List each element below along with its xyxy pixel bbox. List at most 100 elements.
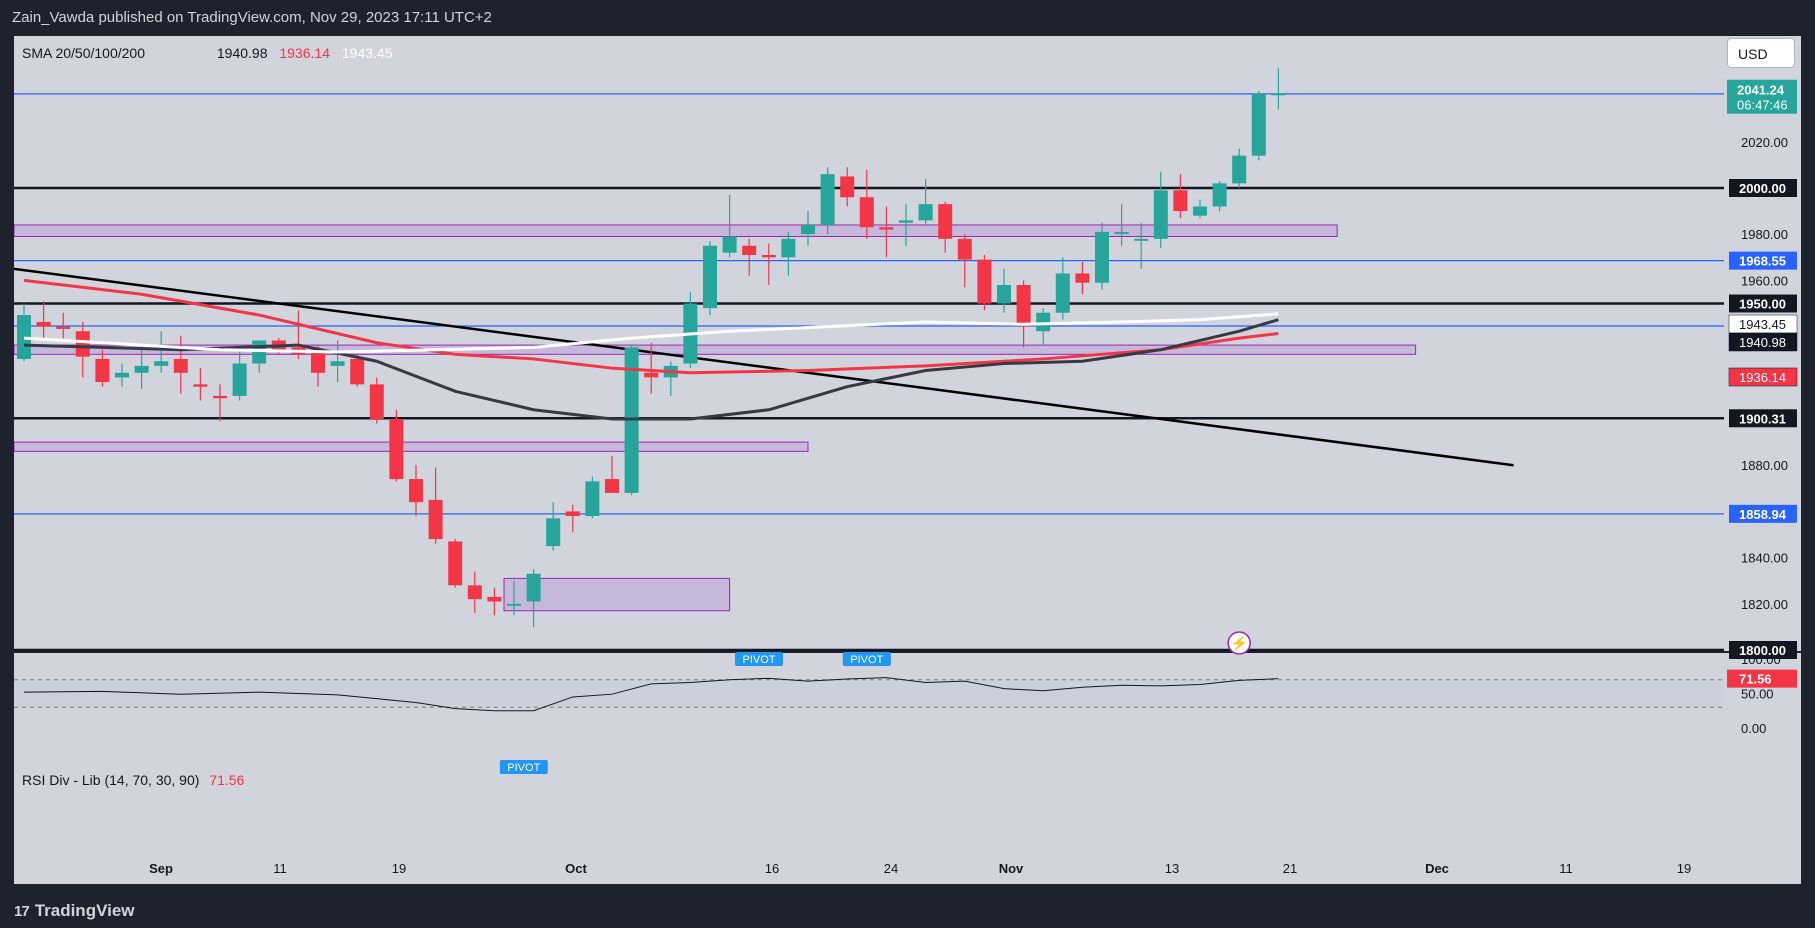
price-tick-label: 1820.00 xyxy=(1741,597,1788,612)
pivot-badge xyxy=(735,652,783,666)
candle-body[interactable] xyxy=(467,585,482,600)
supply-demand-zone xyxy=(14,224,1338,238)
candle-body[interactable] xyxy=(134,365,149,373)
level-price-label-bg xyxy=(1729,641,1797,659)
candle-body[interactable] xyxy=(213,395,227,399)
candle-body[interactable] xyxy=(820,174,835,225)
price-tick-label: 2020.00 xyxy=(1741,135,1788,150)
sma20-line xyxy=(23,312,1279,354)
sma-legend: SMA 20/50/100/200 1940.98 1936.14 1943.4… xyxy=(22,45,401,61)
candle-body[interactable] xyxy=(311,349,325,373)
candle-body[interactable] xyxy=(918,204,933,221)
candle-body[interactable] xyxy=(781,238,796,258)
sma-price-label-bg xyxy=(1728,367,1798,387)
level-price-label-bg xyxy=(1729,294,1797,313)
price-tick-label: 1840.00 xyxy=(1741,551,1788,566)
time-axis-label: 16 xyxy=(765,861,779,876)
rsi-line xyxy=(23,677,1279,712)
alert-icon[interactable] xyxy=(1227,631,1251,655)
candle-body[interactable] xyxy=(742,245,757,255)
rsi-tick-label: 50.00 xyxy=(1741,687,1774,702)
candle-body[interactable] xyxy=(546,518,561,547)
candle-body[interactable] xyxy=(232,363,247,396)
candle-body[interactable] xyxy=(703,245,717,309)
candle-body[interactable] xyxy=(409,479,423,503)
rsi-legend: RSI Div - Lib (14, 70, 30, 90) 71.56 xyxy=(22,772,244,788)
currency-button[interactable]: USD xyxy=(1727,38,1795,68)
candle-body[interactable] xyxy=(859,197,874,228)
level-price-label-bg xyxy=(1729,409,1797,428)
rsi-value-label: 71.56 xyxy=(1739,672,1772,687)
candle-body[interactable] xyxy=(1173,190,1188,212)
candle-body[interactable] xyxy=(1134,238,1149,241)
time-axis-label: 11 xyxy=(1559,861,1573,876)
candle-body[interactable] xyxy=(193,384,208,387)
candle-body[interactable] xyxy=(1036,312,1051,332)
candle-body[interactable] xyxy=(605,479,619,493)
price-tick-label: 1980.00 xyxy=(1741,227,1788,242)
candle-body[interactable] xyxy=(1016,285,1031,327)
candle-body[interactable] xyxy=(1114,231,1129,234)
price-tick-label: 1880.00 xyxy=(1741,458,1788,473)
candle-body[interactable] xyxy=(17,315,31,359)
candle-body[interactable] xyxy=(997,285,1011,304)
candle-body[interactable] xyxy=(585,481,600,517)
rsi-value-label-bg xyxy=(1727,669,1797,688)
candle-body[interactable] xyxy=(899,220,913,223)
candle-body[interactable] xyxy=(565,511,580,517)
tradingview-logo[interactable]: 17 TradingView xyxy=(14,901,135,921)
candle-body[interactable] xyxy=(56,326,71,329)
candle-body[interactable] xyxy=(879,227,894,230)
candle-body[interactable] xyxy=(526,573,541,602)
candle-body[interactable] xyxy=(173,358,188,373)
chart-frame: 2020.00 1980.00 1960.00 1880.00 1840.00 1820.… xyxy=(14,36,1801,884)
candle-body[interactable] xyxy=(75,331,90,357)
candle-body[interactable] xyxy=(487,596,502,602)
candle-body[interactable] xyxy=(1232,155,1247,184)
level-price-label: 1800.00 xyxy=(1739,643,1786,658)
candle-body[interactable] xyxy=(350,358,365,385)
candle-body[interactable] xyxy=(1251,93,1266,156)
sma-price-label: 1943.45 xyxy=(1739,317,1786,332)
candle-body[interactable] xyxy=(36,321,51,327)
candle-body[interactable] xyxy=(1153,190,1168,239)
candle-body[interactable] xyxy=(977,259,992,304)
candle-body[interactable] xyxy=(801,224,815,235)
candle-body[interactable] xyxy=(644,372,659,378)
sma-price-label: 1940.98 xyxy=(1739,335,1786,350)
candle-body[interactable] xyxy=(330,361,345,366)
pivot-label: PIVOT xyxy=(507,762,540,774)
candle-body[interactable] xyxy=(1075,273,1090,283)
candle-body[interactable] xyxy=(761,254,776,258)
candle-body[interactable] xyxy=(154,361,169,366)
candle-body[interactable] xyxy=(389,419,404,480)
candle-body[interactable] xyxy=(369,384,384,419)
time-axis-label: 24 xyxy=(884,861,898,876)
rsi-band xyxy=(14,679,1724,708)
candle-body[interactable] xyxy=(115,372,129,378)
candle-body[interactable] xyxy=(1055,273,1070,313)
candle-body[interactable] xyxy=(1095,231,1109,283)
sma-price-label: 1936.14 xyxy=(1739,370,1786,385)
supply-demand-zone xyxy=(14,441,809,452)
candle-body[interactable] xyxy=(428,499,443,540)
candle-body[interactable] xyxy=(722,236,737,253)
trendline xyxy=(14,267,1514,467)
time-axis-label: 21 xyxy=(1283,861,1297,876)
candle-body[interactable] xyxy=(507,603,521,606)
candle-body[interactable] xyxy=(95,358,110,383)
level-price-label: 1900.31 xyxy=(1739,411,1786,426)
candle-body[interactable] xyxy=(1193,206,1207,216)
candle-body[interactable] xyxy=(1271,93,1286,96)
candle-body[interactable] xyxy=(448,541,463,586)
level-price-label-bg xyxy=(1729,179,1797,197)
tradingview-logo-icon: 17 xyxy=(14,902,30,920)
candle-body[interactable] xyxy=(938,204,953,239)
candle-body[interactable] xyxy=(840,176,855,198)
level-price-label: 1968.55 xyxy=(1739,254,1786,269)
rsi-tick-label: 0.00 xyxy=(1741,721,1766,736)
candlestick-chart[interactable]: 2020.00 1980.00 1960.00 1880.00 1840.00 1820.… xyxy=(14,36,1801,884)
candle-body[interactable] xyxy=(957,238,972,260)
level-price-label-bg xyxy=(1729,504,1797,523)
candle-body[interactable] xyxy=(1212,183,1227,207)
